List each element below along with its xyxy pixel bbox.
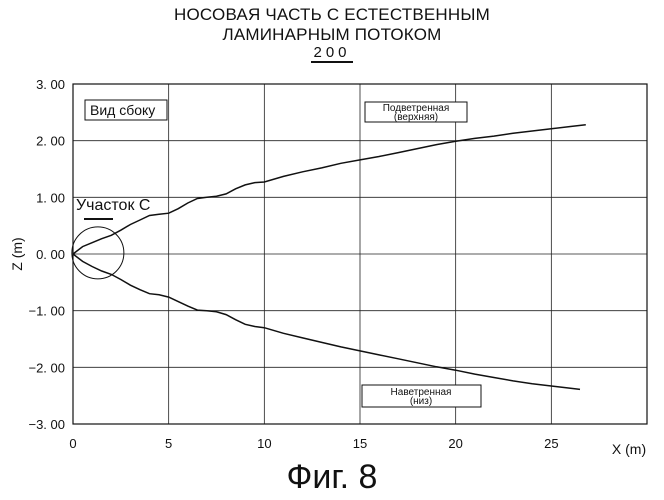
x-tick-label: 25 — [544, 436, 558, 451]
y-tick-label: 1. 00 — [36, 190, 65, 205]
y-tick-label: 2. 00 — [36, 134, 65, 149]
y-tick-labels: 3. 00 2. 00 1. 00 0. 00 −1. 00 −2. 00 −3. 00 — [28, 77, 65, 432]
x-tick-label: 5 — [165, 436, 172, 451]
y-tick-label: 0. 00 — [36, 247, 65, 262]
x-tick-labels: 0 5 10 15 20 25 — [69, 436, 558, 451]
y-tick-label: −2. 00 — [28, 360, 65, 375]
chart-title-line1: НОСОВАЯ ЧАСТЬ С ЕСТЕСТВЕННЫМ — [174, 5, 490, 24]
y-tick-label: −1. 00 — [28, 304, 65, 319]
series-line-upper — [72, 124, 586, 255]
x-tick-label: 10 — [257, 436, 271, 451]
view-label-annotation: Вид сбоку — [84, 99, 168, 121]
figure-caption: Фиг. 8 — [286, 458, 378, 496]
y-tick-label: 3. 00 — [36, 77, 65, 92]
x-axis-label: X (m) — [612, 441, 646, 457]
region-annotation: Участок С — [71, 197, 150, 280]
legend-lower-line2: (низ) — [410, 396, 432, 407]
series-line-lower — [72, 253, 581, 391]
legend-lower-line1: Наветренная — [391, 387, 452, 398]
legend-upper-line1: Подветренная — [383, 103, 450, 114]
legend-upper: Подветренная (верхняя) — [364, 101, 468, 123]
x-tick-label: 20 — [448, 436, 462, 451]
region-label: Участок С — [76, 197, 150, 214]
series-lines — [72, 124, 586, 391]
x-tick-label: 0 — [69, 436, 76, 451]
y-axis-label: Z (m) — [9, 237, 25, 270]
legend-upper-line2: (верхняя) — [394, 112, 438, 123]
legend-lower: Наветренная (низ) — [361, 384, 482, 408]
reference-number-text: 200 — [311, 44, 353, 63]
y-tick-label: −3. 00 — [28, 417, 65, 432]
x-tick-label: 15 — [353, 436, 367, 451]
chart-title-line2: ЛАМИНАРНЫМ ПОТОКОМ — [222, 25, 442, 44]
region-circle — [71, 226, 125, 280]
reference-number: 200 — [0, 44, 664, 63]
view-label: Вид сбоку — [90, 102, 155, 118]
grid — [73, 84, 647, 424]
